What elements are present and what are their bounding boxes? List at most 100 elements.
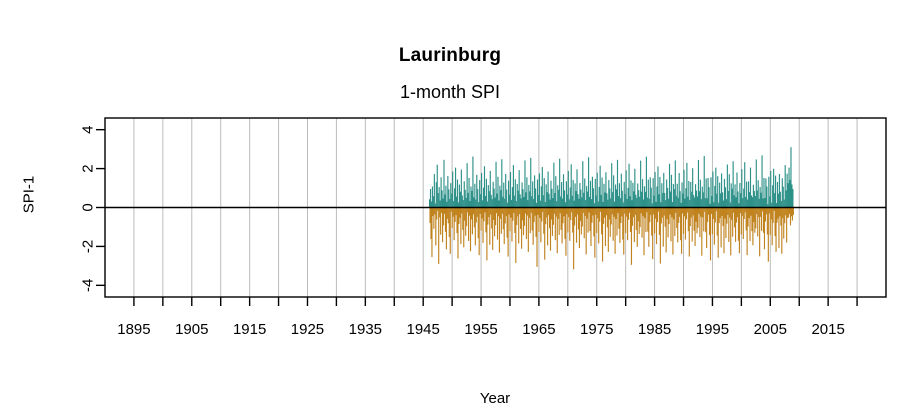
spi-bar [450,207,452,212]
spi-bar [623,207,625,255]
spi-bar [660,207,662,224]
spi-bar [632,207,634,218]
spi-bar [462,200,464,208]
spi-bar [468,207,471,216]
spi-bar [602,201,604,208]
spi-bar [693,195,695,208]
spi-bar [494,197,496,208]
spi-bar [697,160,700,208]
spi-bar [656,186,658,208]
spi-bar [773,168,775,208]
spi-bar [447,207,449,224]
spi-bar [491,207,493,229]
spi-bar [689,207,691,227]
spi-bar [455,207,457,216]
spi-bar [708,207,711,236]
y-axis-ticks [96,128,105,287]
spi-bar [758,198,760,208]
spi-bar [580,207,582,235]
spi-bar [583,207,585,239]
spi-bar [474,207,476,246]
spi-bar [710,177,712,208]
y-tick-label: 2 [80,164,97,172]
spi-bar [724,207,726,219]
spi-bar [674,160,676,208]
spi-bar [770,207,772,220]
spi-bar [453,201,455,208]
spi-bar [695,190,698,208]
spi-bar [574,207,577,217]
spi-bar [587,157,590,208]
spi-bar [739,182,741,208]
spi-bar [444,207,447,232]
spi-bar [767,207,769,262]
spi-bar [529,191,531,208]
x-tick-label: 1915 [233,321,266,338]
spi-bar [777,207,779,219]
spi-bar [745,207,747,231]
spi-bar [520,207,522,230]
spi-bar [603,207,606,218]
spi-bar [487,185,489,208]
spi-bar [548,207,550,216]
spi-bar [540,186,542,208]
spi-bar [655,201,657,208]
spi-bar [590,199,593,208]
spi-bar [621,190,623,208]
spi-bar [553,162,555,208]
spi-bar [538,173,540,208]
spi-bar [649,177,651,208]
x-tick-label: 2005 [754,321,787,338]
spi-bar [618,183,620,208]
spi-bar [435,182,437,208]
spi-bar [732,207,734,237]
spi-bar [564,202,567,208]
spi-bar [629,196,631,208]
spi-bar [613,175,615,208]
spi-bar [633,191,635,208]
spi-bar [721,192,724,208]
spi-bar [505,174,507,208]
spi-bar [704,198,706,208]
spi-bar [679,191,681,208]
spi-bar [534,175,536,208]
spi-bar [648,207,650,247]
spi-bar [499,185,501,208]
spi-bar [440,177,442,208]
spi-bar [691,191,693,208]
spi-bar [451,207,453,228]
spi-bar [531,196,533,208]
spi-bar [532,207,534,245]
spi-bar [681,182,683,208]
spi-bar [732,161,734,208]
spi-bar [659,207,661,264]
spi-bar [715,207,717,212]
spi-bar [498,207,500,253]
spi-bar [472,207,474,215]
spi-bar [680,202,682,208]
spi-bar [435,207,437,246]
spi-bar [687,207,689,232]
spi-bar [479,207,481,214]
spi-bar [628,207,631,213]
spi-bar [721,207,723,216]
spi-bar [786,173,788,208]
spi-bar [730,183,732,208]
spi-bar [728,174,730,208]
spi-bar [603,183,605,208]
spi-bar [513,195,515,208]
spi-bar [620,173,622,208]
spi-bar [648,198,650,208]
spi-bar [618,207,620,229]
spi-bar [740,207,742,235]
spi-bar [657,166,659,208]
spi-bar [441,207,444,243]
spi-bar [750,207,752,216]
spi-bar [575,207,578,243]
spi-bar [637,207,639,222]
spi-bar [739,207,741,214]
spi-bar [591,207,593,223]
spi-bar [738,203,740,208]
spi-bar [753,207,755,223]
spi-bar [620,207,622,224]
